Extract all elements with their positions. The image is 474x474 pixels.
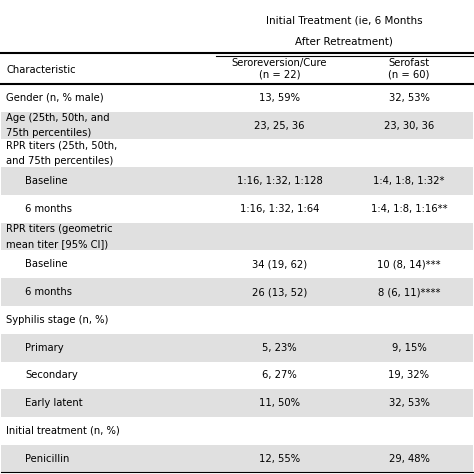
Text: 75th percentiles): 75th percentiles) [6,128,91,138]
Text: Age (25th, 50th, and: Age (25th, 50th, and [6,113,109,123]
Text: 32, 53%: 32, 53% [389,93,429,103]
Text: Penicillin: Penicillin [25,454,69,464]
Text: 12, 55%: 12, 55% [259,454,300,464]
Text: Baseline: Baseline [25,176,68,186]
Text: 5, 23%: 5, 23% [262,343,297,353]
Text: 6, 27%: 6, 27% [262,370,297,381]
Text: mean titer [95% CI]): mean titer [95% CI]) [6,239,108,249]
Bar [1,167,473,195]
Text: Serofast
(n = 60): Serofast (n = 60) [388,58,430,80]
Text: 9, 15%: 9, 15% [392,343,427,353]
Text: After Retreatment): After Retreatment) [295,36,393,47]
Text: 34 (19, 62): 34 (19, 62) [252,259,307,269]
Text: 29, 48%: 29, 48% [389,454,429,464]
Text: 1:4, 1:8, 1:32*: 1:4, 1:8, 1:32* [373,176,445,186]
Bar [1,278,473,306]
Text: Characteristic: Characteristic [6,65,76,75]
Text: RPR titers (25th, 50th,: RPR titers (25th, 50th, [6,140,118,151]
Bar [1,111,473,139]
Text: 1:16, 1:32, 1:128: 1:16, 1:32, 1:128 [237,176,322,186]
Text: Gender (n, % male): Gender (n, % male) [6,93,104,103]
Text: Secondary: Secondary [25,370,78,381]
Text: 1:4, 1:8, 1:16**: 1:4, 1:8, 1:16** [371,204,447,214]
Bar [1,223,473,250]
Bar [1,334,473,362]
Text: Syphilis stage (n, %): Syphilis stage (n, %) [6,315,109,325]
Text: 1:16, 1:32, 1:64: 1:16, 1:32, 1:64 [240,204,319,214]
Text: 6 months: 6 months [25,204,72,214]
Text: 23, 25, 36: 23, 25, 36 [254,120,305,130]
Text: Initial treatment (n, %): Initial treatment (n, %) [6,426,120,436]
Text: 8 (6, 11)****: 8 (6, 11)**** [378,287,440,297]
Text: Seroreversion/Cure
(n = 22): Seroreversion/Cure (n = 22) [232,58,327,80]
Text: 11, 50%: 11, 50% [259,398,300,408]
Text: RPR titers (geometric: RPR titers (geometric [6,224,113,234]
Text: Initial Treatment (ie, 6 Months: Initial Treatment (ie, 6 Months [266,16,422,26]
Bar [1,389,473,417]
Text: Baseline: Baseline [25,259,68,269]
Text: 32, 53%: 32, 53% [389,398,429,408]
Text: 6 months: 6 months [25,287,72,297]
Text: Primary: Primary [25,343,64,353]
Text: Early latent: Early latent [25,398,82,408]
Text: 10 (8, 14)***: 10 (8, 14)*** [377,259,441,269]
Text: 26 (13, 52): 26 (13, 52) [252,287,307,297]
Text: 13, 59%: 13, 59% [259,93,300,103]
Text: 19, 32%: 19, 32% [389,370,429,381]
Text: and 75th percentiles): and 75th percentiles) [6,156,113,166]
Bar [1,445,473,473]
Text: 23, 30, 36: 23, 30, 36 [384,120,434,130]
